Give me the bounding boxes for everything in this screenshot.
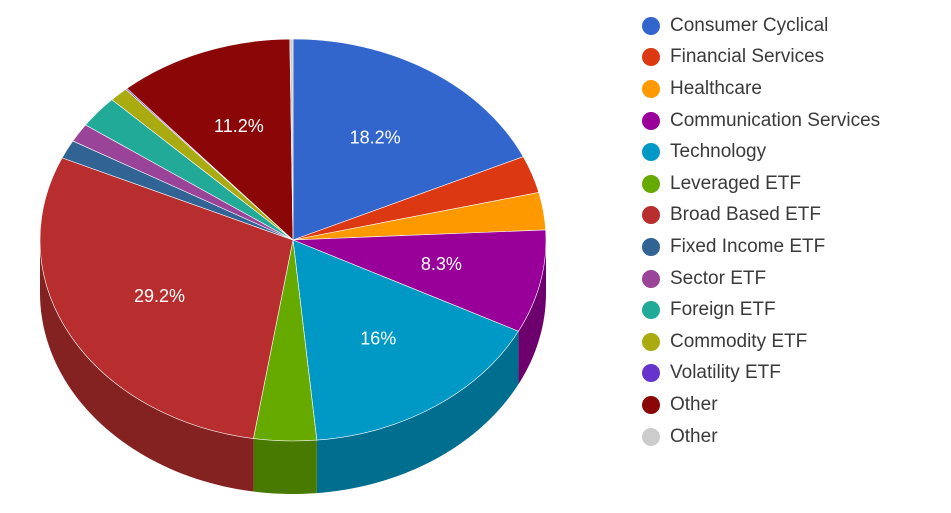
legend-label: Technology (670, 141, 767, 163)
legend-label: Healthcare (670, 77, 762, 99)
pie-slice-side-6 (40, 240, 254, 492)
legend-label: Foreign ETF (670, 299, 776, 321)
legend-label: Communication Services (670, 109, 881, 131)
legend-item[interactable]: Foreign ETF (642, 294, 942, 326)
legend-item[interactable]: Consumer Cyclical (642, 10, 942, 42)
legend-item[interactable]: Financial Services (642, 42, 942, 74)
legend-swatch (642, 332, 660, 351)
legend-swatch (642, 237, 660, 256)
legend-label: Financial Services (670, 46, 825, 68)
pie-slice-3[interactable] (292, 229, 547, 332)
legend-item[interactable]: Healthcare (642, 73, 942, 105)
legend-item[interactable]: Leveraged ETF (642, 168, 942, 200)
legend-label: Commodity ETF (670, 330, 808, 352)
legend-label: Sector ETF (670, 267, 767, 289)
legend-swatch (642, 79, 660, 98)
legend-label: Consumer Cyclical (670, 14, 829, 36)
legend-item[interactable]: Commodity ETF (642, 326, 942, 358)
slice-label-4: 16% (360, 328, 396, 348)
slice-label-12: 11.2% (214, 116, 264, 136)
chart-legend: Consumer Cyclical Financial Services Healt… (642, 10, 942, 452)
pie-slice-side-4 (316, 331, 519, 494)
legend-item[interactable]: Other (642, 421, 942, 453)
pie-slice-side-3 (518, 240, 546, 385)
legend-item[interactable]: Communication Services (642, 105, 942, 137)
legend-label: Leveraged ETF (670, 172, 801, 194)
legend-swatch (642, 48, 660, 67)
legend-swatch (642, 111, 660, 130)
legend-label: Fixed Income ETF (670, 235, 826, 257)
legend-item[interactable]: Volatility ETF (642, 358, 942, 390)
legend-swatch (642, 395, 660, 414)
legend-swatch (642, 427, 660, 446)
pie-slice-12[interactable] (126, 38, 294, 241)
legend-item[interactable]: Technology (642, 136, 942, 168)
legend-label: Broad Based ETF (670, 204, 822, 226)
pie-slice-side-5 (253, 438, 317, 494)
legend-item[interactable]: Broad Based ETF (642, 200, 942, 232)
legend-swatch (642, 174, 660, 193)
legend-label: Other (670, 393, 718, 415)
pie-slice-4[interactable] (292, 239, 519, 441)
legend-swatch (642, 206, 660, 225)
slice-label-0: 18.2% (350, 127, 401, 147)
legend-swatch (642, 143, 660, 162)
legend-swatch (642, 16, 660, 35)
legend-item[interactable]: Sector ETF (642, 263, 942, 295)
legend-item[interactable]: Fixed Income ETF (642, 231, 942, 263)
slice-label-3: 8.3% (421, 254, 462, 274)
legend-swatch (642, 364, 660, 383)
legend-label: Volatility ETF (670, 362, 781, 384)
legend-label: Other (670, 425, 718, 447)
pie-slice-6[interactable] (39, 157, 294, 439)
pie-chart: 18.2% 8.3% 16% 29.2% 11.2% (39, 38, 547, 494)
pie-slice-0[interactable] (292, 38, 524, 241)
legend-item[interactable]: Other (642, 389, 942, 421)
legend-swatch (642, 301, 660, 320)
pie-slice-13[interactable] (289, 38, 294, 241)
legend-swatch (642, 269, 660, 288)
slice-label-6: 29.2% (134, 286, 185, 306)
